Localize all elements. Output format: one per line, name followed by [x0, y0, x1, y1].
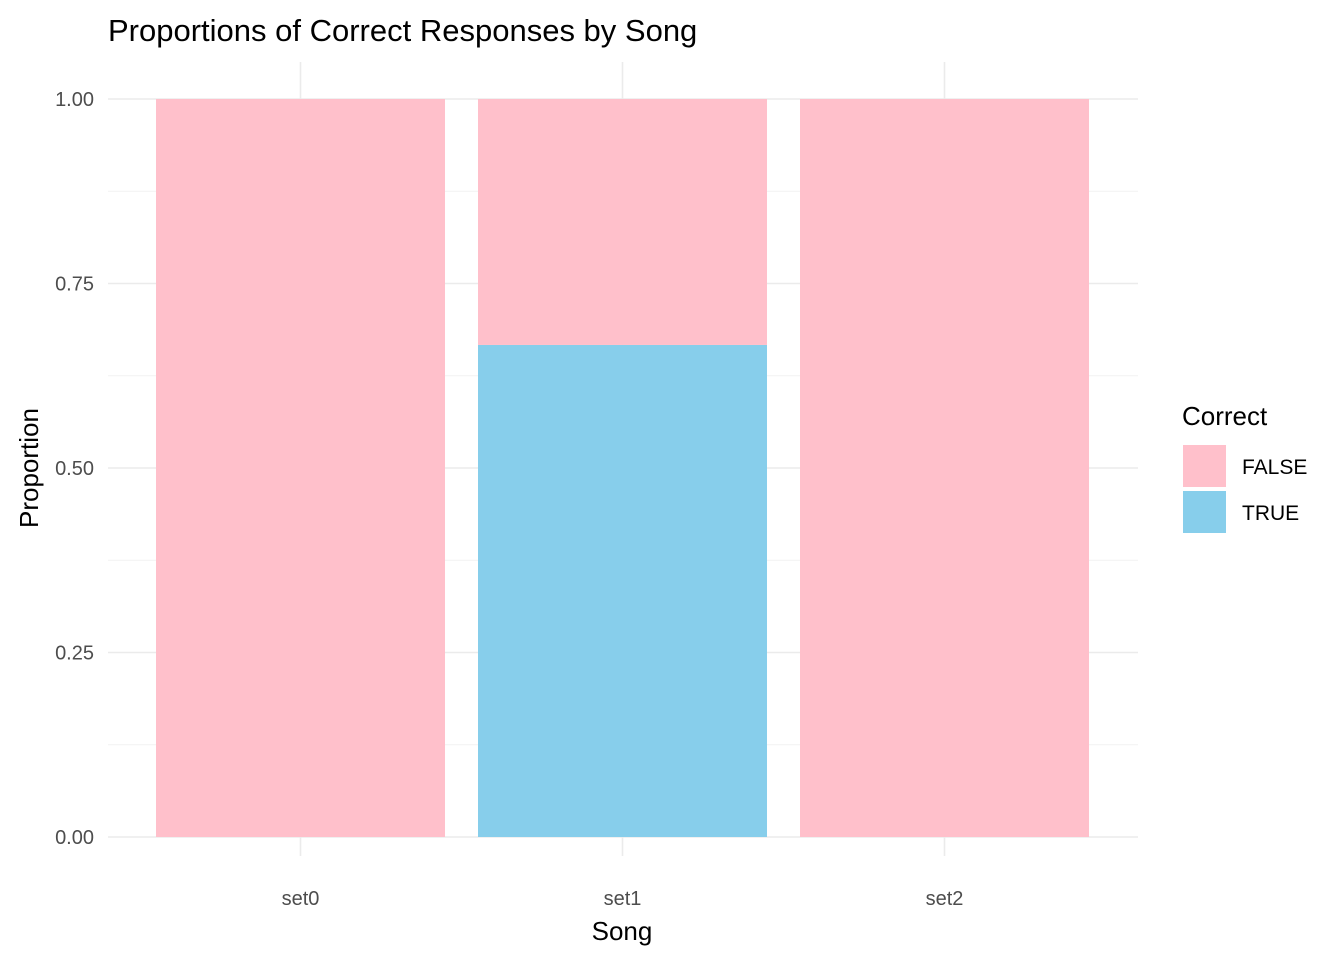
legend-swatch-TRUE [1183, 491, 1226, 533]
x-axis-title: Song [592, 916, 653, 946]
legend-title: Correct [1182, 401, 1268, 431]
legend: Correct FALSE TRUE [1182, 401, 1307, 533]
y-tick-label: 0.25 [55, 643, 94, 665]
y-tick-label: 0.50 [55, 458, 94, 480]
y-axis-ticks: 0.00 0.25 0.50 0.75 1.00 [55, 89, 94, 849]
legend-label-TRUE: TRUE [1242, 502, 1299, 525]
bars [156, 99, 1089, 837]
x-tick-label: set2 [926, 888, 964, 910]
chart-title: Proportions of Correct Responses by Song [108, 13, 697, 48]
legend-label-FALSE: FALSE [1242, 456, 1307, 479]
legend-swatch-FALSE [1183, 445, 1226, 487]
bar-set0-FALSE [156, 99, 445, 837]
x-axis-ticks: set0 set1 set2 [282, 888, 964, 910]
bar-set1-TRUE [478, 344, 767, 837]
x-tick-label: set0 [282, 888, 320, 910]
bar-set2-FALSE [800, 99, 1089, 837]
legend-entries: FALSE TRUE [1183, 445, 1307, 533]
x-tick-label: set1 [604, 888, 642, 910]
y-axis-title: Proportion [14, 408, 44, 528]
y-tick-label: 1.00 [55, 89, 94, 111]
bar-set1-FALSE [478, 99, 767, 345]
y-tick-label: 0.75 [55, 274, 94, 296]
y-tick-label: 0.00 [55, 827, 94, 849]
